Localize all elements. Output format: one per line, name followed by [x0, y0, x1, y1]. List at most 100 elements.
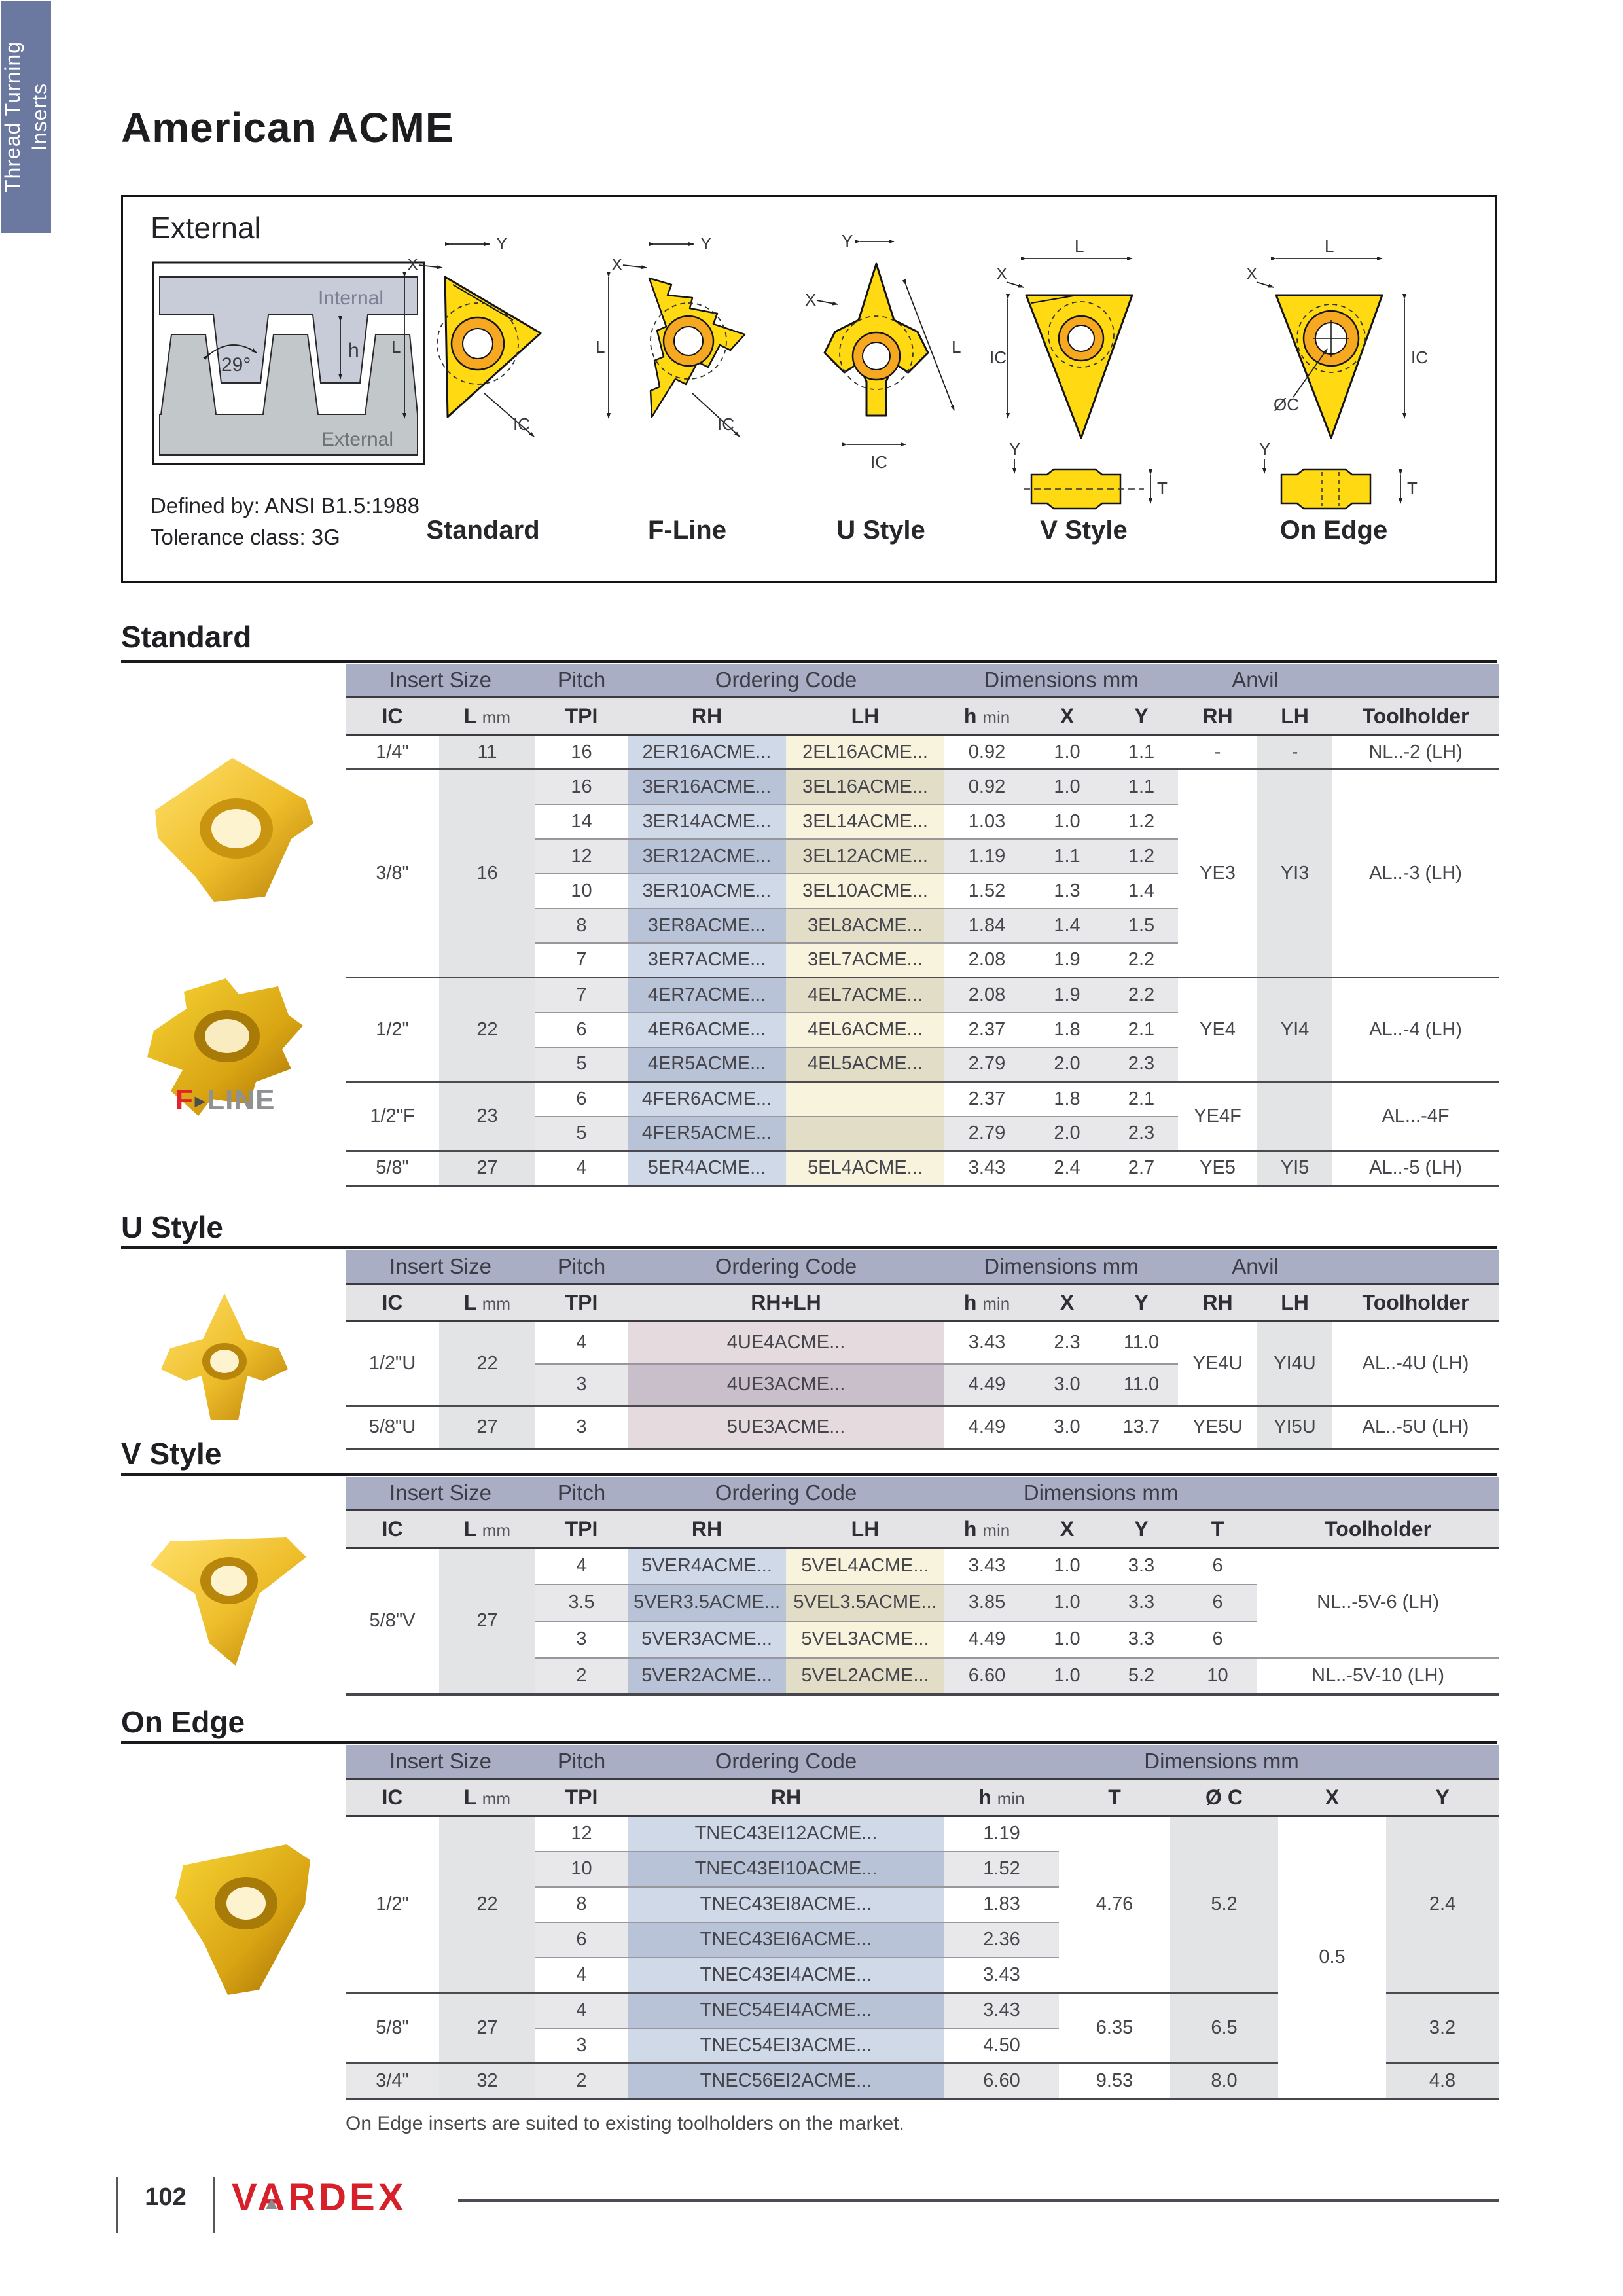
cell: 3.3	[1105, 1620, 1179, 1658]
cell: NL..-5V-10 (LH)	[1257, 1657, 1499, 1695]
cell: 3.3	[1105, 1547, 1179, 1585]
vardex-logo-text: VARDEX	[232, 2176, 407, 2219]
defined-by-text: Defined by: ANSI B1.5:1988	[151, 493, 419, 518]
figure-label: U Style	[836, 516, 925, 545]
cell: 6	[535, 1011, 628, 1047]
cell: 2.7	[1105, 1150, 1179, 1186]
cell: 3.0	[1029, 1363, 1105, 1407]
col-header-l: L mm	[439, 1510, 535, 1549]
col-header-tpi: TPI	[535, 1778, 628, 1817]
table-row: 5/8" 27 4 TNEC54EI4ACME... 3.43 6.35 6.5…	[346, 1992, 1499, 2064]
cell: YI4U	[1257, 1321, 1333, 1407]
group-header-empty	[1257, 1477, 1499, 1511]
group-header-dimensions: Dimensions mm	[944, 1250, 1179, 1285]
cell: YE4U	[1178, 1321, 1258, 1407]
cell: 16	[439, 768, 535, 978]
col-header-hmin: h min	[944, 1510, 1030, 1549]
cell: 3EL7ACME...	[786, 942, 945, 978]
cell: 4FER5ACME...	[628, 1115, 786, 1151]
cell: 11.0	[1105, 1363, 1179, 1407]
cell: 2.3	[1029, 1321, 1105, 1364]
cell: 1.2	[1105, 803, 1179, 839]
svg-text:Y: Y	[700, 234, 711, 253]
cell: 6	[535, 1921, 628, 1958]
table-row: 3 5VER3ACME... 5VEL3ACME... 4.49 1.0 3.3…	[346, 1620, 1499, 1658]
cell: 1.0	[1029, 734, 1105, 770]
svg-text:L: L	[952, 337, 961, 357]
cell: 1.5	[1105, 907, 1179, 943]
cell: 1/2"	[346, 977, 439, 1082]
cell: 1.9	[1029, 977, 1105, 1013]
cell: 1.1	[1105, 734, 1179, 770]
col-header-l: L mm	[439, 697, 535, 736]
col-header-ic: IC	[346, 1283, 439, 1322]
cell: 4	[535, 1150, 628, 1186]
cell: 5.2	[1105, 1657, 1179, 1695]
col-header-anvil-rh: RH	[1178, 697, 1258, 736]
col-header-rh: RH	[628, 1778, 944, 1817]
col-header-y: Y	[1105, 697, 1179, 736]
cell: 5VER3ACME...	[628, 1620, 786, 1658]
cell: 2.79	[944, 1115, 1030, 1151]
group-header-anvil: Anvil	[1178, 664, 1333, 698]
fline-logo-line: LINE	[207, 1084, 276, 1116]
cell: 27	[439, 1405, 535, 1449]
cell: 4EL7ACME...	[786, 977, 945, 1013]
cell: 12	[535, 838, 628, 874]
cell: -	[1257, 734, 1333, 770]
figure-on-edge: L X IC ØC Y T On Edge	[1236, 222, 1432, 549]
group-header-ordering-code: Ordering Code	[628, 1250, 944, 1285]
table-row: 4 TNEC43EI4ACME... 3.43	[346, 1956, 1499, 1993]
footer-divider	[213, 2177, 215, 2233]
cell: 4EL5ACME...	[786, 1046, 945, 1082]
cell: AL..-4U (LH)	[1332, 1321, 1499, 1407]
section-rule	[121, 1246, 1497, 1249]
cell: 3/4"	[346, 2062, 439, 2099]
cell: 2.3	[1105, 1115, 1179, 1151]
cell: 3EL14ACME...	[786, 803, 945, 839]
table-group-header: Insert Size Pitch Ordering Code Dimensio…	[346, 1477, 1499, 1511]
col-header-y: Y	[1386, 1778, 1499, 1817]
cell: 4.8	[1386, 2062, 1499, 2099]
table-row: 3/8" 16 16 3ER16ACME... 3EL16ACME... 0.9…	[346, 768, 1499, 978]
cell: 4UE4ACME...	[628, 1321, 944, 1364]
col-header-l: L mm	[439, 1283, 535, 1322]
cell: 1.0	[1029, 1620, 1105, 1658]
cell: NL..-5V-6 (LH)	[1257, 1547, 1499, 1658]
cell: 2.08	[944, 942, 1030, 978]
cell: AL..-5U (LH)	[1332, 1405, 1499, 1449]
table-row: 5/8" 27 4 5ER4ACME... 5EL4ACME... 3.43 2…	[346, 1150, 1499, 1186]
col-header-y: Y	[1105, 1283, 1179, 1322]
cell: 6	[1178, 1547, 1258, 1585]
cell: 13.7	[1105, 1405, 1179, 1449]
col-header-hmin: h min	[944, 1778, 1059, 1817]
cell: 3.43	[944, 1956, 1059, 1993]
cell: 3/8"	[346, 768, 439, 978]
cell: TNEC54EI4ACME...	[628, 1992, 944, 2028]
table-row: 1/2"F 23 6 4FER6ACME... 2.37 1.8 2.1 YE4…	[346, 1081, 1499, 1151]
v-style-insert-drawing: L X IC Y T	[990, 236, 1168, 510]
svg-text:L: L	[596, 337, 605, 357]
group-header-insert-size: Insert Size	[346, 664, 535, 698]
cell: 1.8	[1029, 1011, 1105, 1047]
cell: 3EL8ACME...	[786, 907, 945, 943]
table-row: 6 TNEC43EI6ACME... 2.36	[346, 1921, 1499, 1958]
table-row: 7 3ER7ACME... 3EL7ACME... 2.08 1.9 2.2	[346, 942, 1499, 978]
svg-text:Y: Y	[842, 231, 853, 251]
external-thread-shape	[159, 334, 418, 456]
table-row: 3 TNEC54EI3ACME... 4.50	[346, 2027, 1499, 2064]
cell: AL...-4F	[1332, 1081, 1499, 1151]
col-header-lh: LH	[786, 1510, 945, 1549]
cell: 3	[535, 1405, 628, 1449]
cell: 2.4	[1386, 1816, 1499, 1993]
group-header-empty	[1332, 664, 1499, 698]
svg-text:Y: Y	[496, 234, 507, 253]
cell: 1.1	[1029, 838, 1105, 874]
cell: 6	[535, 1081, 628, 1117]
table-row: 3.5 5VER3.5ACME... 5VEL3.5ACME... 3.85 1…	[346, 1583, 1499, 1621]
cell: 5VER4ACME...	[628, 1547, 786, 1585]
group-header-insert-size: Insert Size	[346, 1477, 535, 1511]
cell: 32	[439, 2062, 535, 2099]
cell: 1.03	[944, 803, 1030, 839]
